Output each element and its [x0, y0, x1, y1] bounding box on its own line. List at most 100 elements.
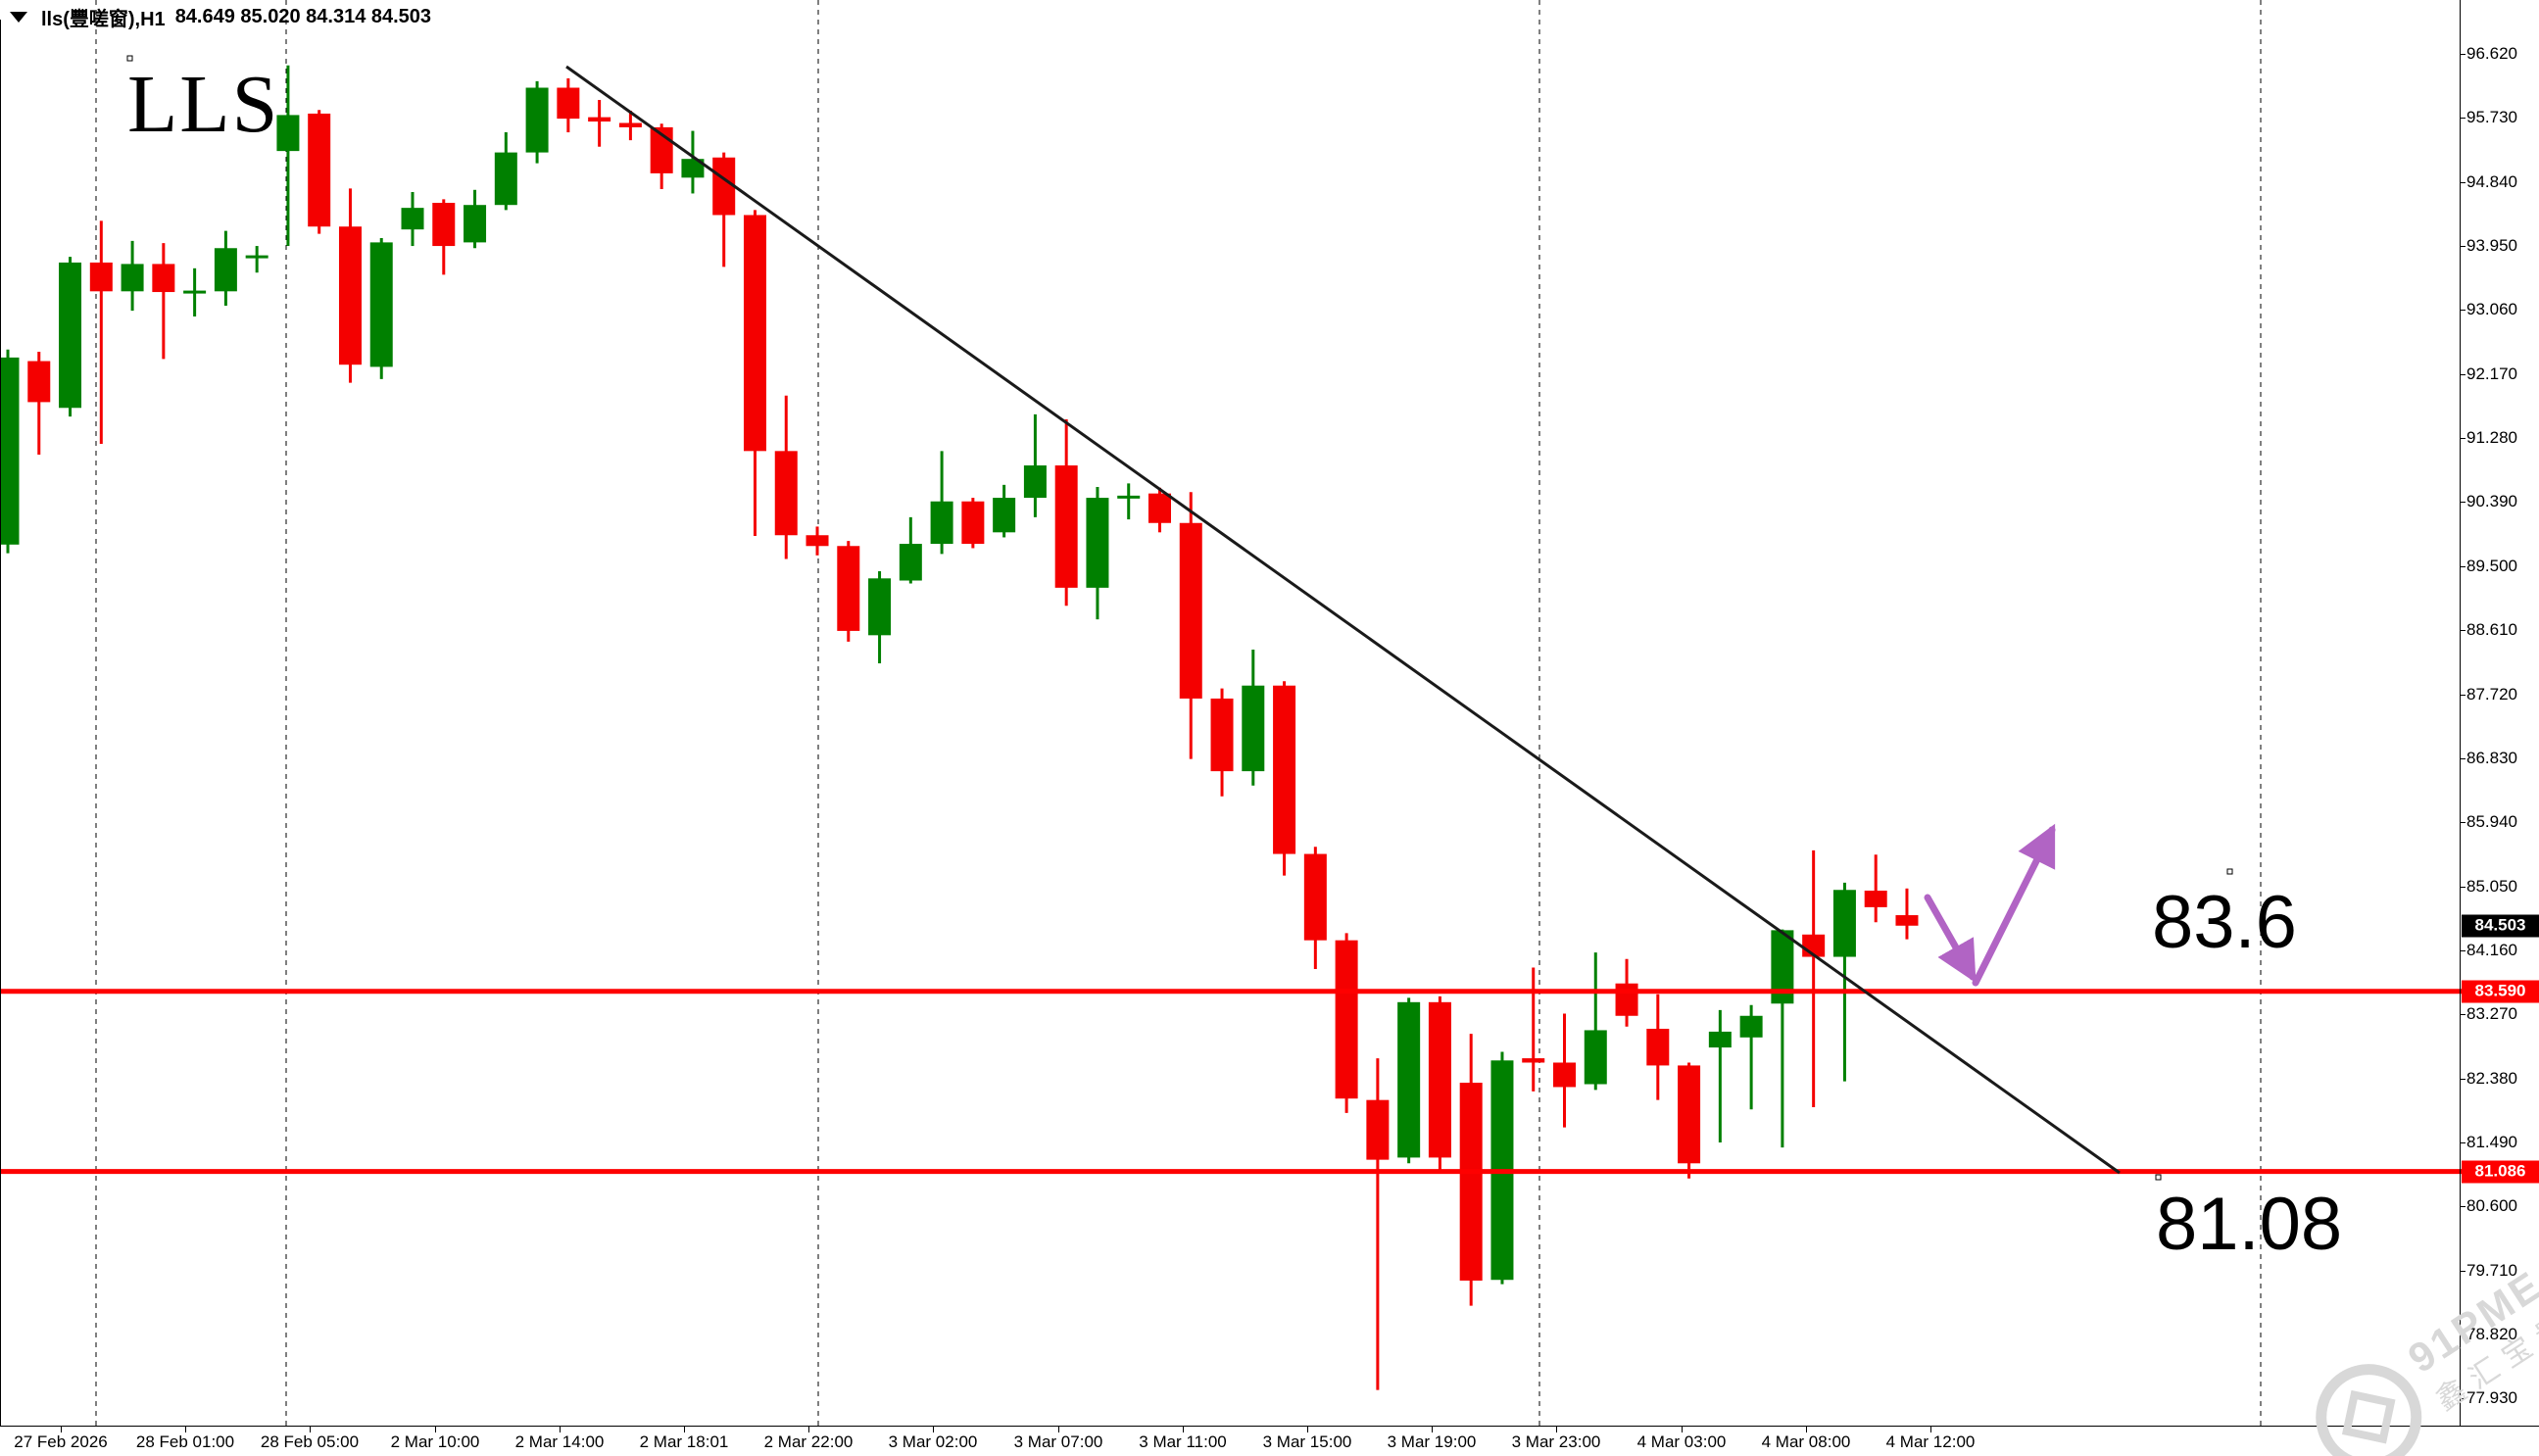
time-axis-label: 4 Mar 08:00 [1761, 1432, 1851, 1451]
candle-body [1646, 1028, 1670, 1066]
candle-body [930, 501, 953, 545]
candle-body [1553, 1062, 1576, 1088]
candle-body [1459, 1083, 1483, 1281]
time-axis-tick [933, 1426, 934, 1432]
annotation-resistance-text[interactable]: 83.6 [2152, 881, 2297, 964]
bounce-arrow [1972, 823, 2056, 987]
object-anchor-dot [2155, 1174, 2162, 1181]
candle-body [183, 290, 207, 294]
price-axis-label: 85.050 [2466, 876, 2517, 896]
price-axis-tick [2460, 949, 2466, 951]
price-axis-label: 88.610 [2466, 620, 2517, 640]
time-axis-tick [61, 1426, 62, 1432]
time-axis-tick [1432, 1426, 1433, 1432]
time-axis-label: 28 Feb 01:00 [135, 1432, 235, 1451]
collapse-triangle-icon[interactable] [10, 12, 27, 23]
bid-price-badge: 84.503 [2462, 914, 2539, 938]
candle-body [1147, 493, 1171, 523]
time-axis-label: 2 Mar 14:00 [514, 1432, 605, 1451]
candle-body [525, 87, 549, 153]
price-axis-tick [2460, 694, 2466, 696]
candle-body [1584, 1030, 1607, 1085]
candle-body [369, 242, 393, 367]
candle-body [1771, 930, 1794, 1004]
chart-left-border [0, 20, 1, 1426]
time-axis-tick [1682, 1426, 1683, 1432]
annotation-support-text[interactable]: 81.08 [2156, 1183, 2343, 1266]
descending-trendline [565, 65, 2121, 1175]
candle-body [681, 159, 705, 178]
time-axis-label: 3 Mar 07:00 [1013, 1432, 1103, 1451]
object-anchor-dot [2226, 868, 2233, 875]
candle-body [743, 215, 766, 452]
candle-body [1864, 890, 1887, 907]
price-axis-label: 83.270 [2466, 1004, 2517, 1024]
annotation-symbol-text[interactable]: LLS [127, 59, 280, 150]
price-axis-border [2460, 0, 2461, 1426]
price-axis-label: 89.500 [2466, 556, 2517, 575]
price-axis-tick [2460, 565, 2466, 567]
candle-body [1117, 495, 1141, 499]
time-axis-tick [435, 1426, 436, 1432]
candle-body [464, 205, 487, 243]
price-axis-label: 85.940 [2466, 812, 2517, 832]
candle-body [1428, 1001, 1451, 1158]
time-axis-tick [1307, 1426, 1308, 1432]
time-axis-tick [1930, 1426, 1931, 1432]
chart-title-bar: lls(豐嗟窗),H1 84.649 85.020 84.314 84.503 [6, 3, 431, 31]
price-axis-tick [2460, 181, 2466, 183]
price-axis-label: 96.620 [2466, 44, 2517, 63]
resistance-line-badge: 83.590 [2462, 980, 2539, 1003]
candle-body [121, 264, 144, 292]
symbol-timeframe-label: lls(豐嗟窗),H1 [41, 9, 166, 30]
time-axis-label: 2 Mar 10:00 [390, 1432, 480, 1451]
time-axis-tick [310, 1426, 311, 1432]
price-axis-tick [2460, 1014, 2466, 1016]
candle-body [1023, 465, 1047, 499]
candle-body [494, 152, 517, 206]
price-axis-label: 80.600 [2466, 1196, 2517, 1216]
time-axis-label: 2 Mar 22:00 [763, 1432, 854, 1451]
time-axis-label: 28 Feb 05:00 [260, 1432, 360, 1451]
price-axis-label: 93.950 [2466, 236, 2517, 256]
candle-body [1086, 498, 1109, 588]
candle-body [401, 208, 424, 230]
price-axis-tick [2460, 630, 2466, 632]
candle-body [152, 264, 175, 293]
time-axis-label: 3 Mar 02:00 [888, 1432, 978, 1451]
price-axis-label: 95.730 [2466, 108, 2517, 127]
candle-body [618, 122, 642, 127]
price-axis-tick [2460, 1270, 2466, 1272]
candle-body [1335, 940, 1358, 1099]
candle-body [1273, 685, 1296, 854]
price-axis-tick [2460, 1206, 2466, 1208]
ohlc-readout: 84.649 85.020 84.314 84.503 [174, 6, 432, 27]
price-axis-tick [2460, 886, 2466, 888]
candle-body [1678, 1065, 1701, 1164]
candle-body [1522, 1058, 1545, 1063]
candle-body [868, 578, 892, 636]
candle-body [557, 87, 580, 120]
candle-body [1832, 890, 1856, 957]
price-axis-label: 84.160 [2466, 940, 2517, 959]
price-axis-tick [2460, 246, 2466, 248]
candle-body [1303, 853, 1327, 941]
time-axis-tick [808, 1426, 809, 1432]
candle-body [993, 498, 1016, 533]
time-axis-tick [1183, 1426, 1184, 1432]
candle-body [961, 501, 985, 545]
support-line-badge: 81.086 [2462, 1160, 2539, 1184]
price-axis-tick [2460, 54, 2466, 55]
price-axis-tick [2460, 373, 2466, 375]
time-axis-tick [1806, 1426, 1807, 1432]
time-axis-label: 4 Mar 12:00 [1885, 1432, 1976, 1451]
time-axis-label: 3 Mar 19:00 [1387, 1432, 1477, 1451]
candle-body [214, 248, 237, 292]
candle-body [588, 117, 611, 122]
price-axis-label: 93.060 [2466, 300, 2517, 319]
price-axis-label: 91.280 [2466, 428, 2517, 448]
price-axis-tick [2460, 502, 2466, 504]
price-axis-label: 92.170 [2466, 364, 2517, 383]
